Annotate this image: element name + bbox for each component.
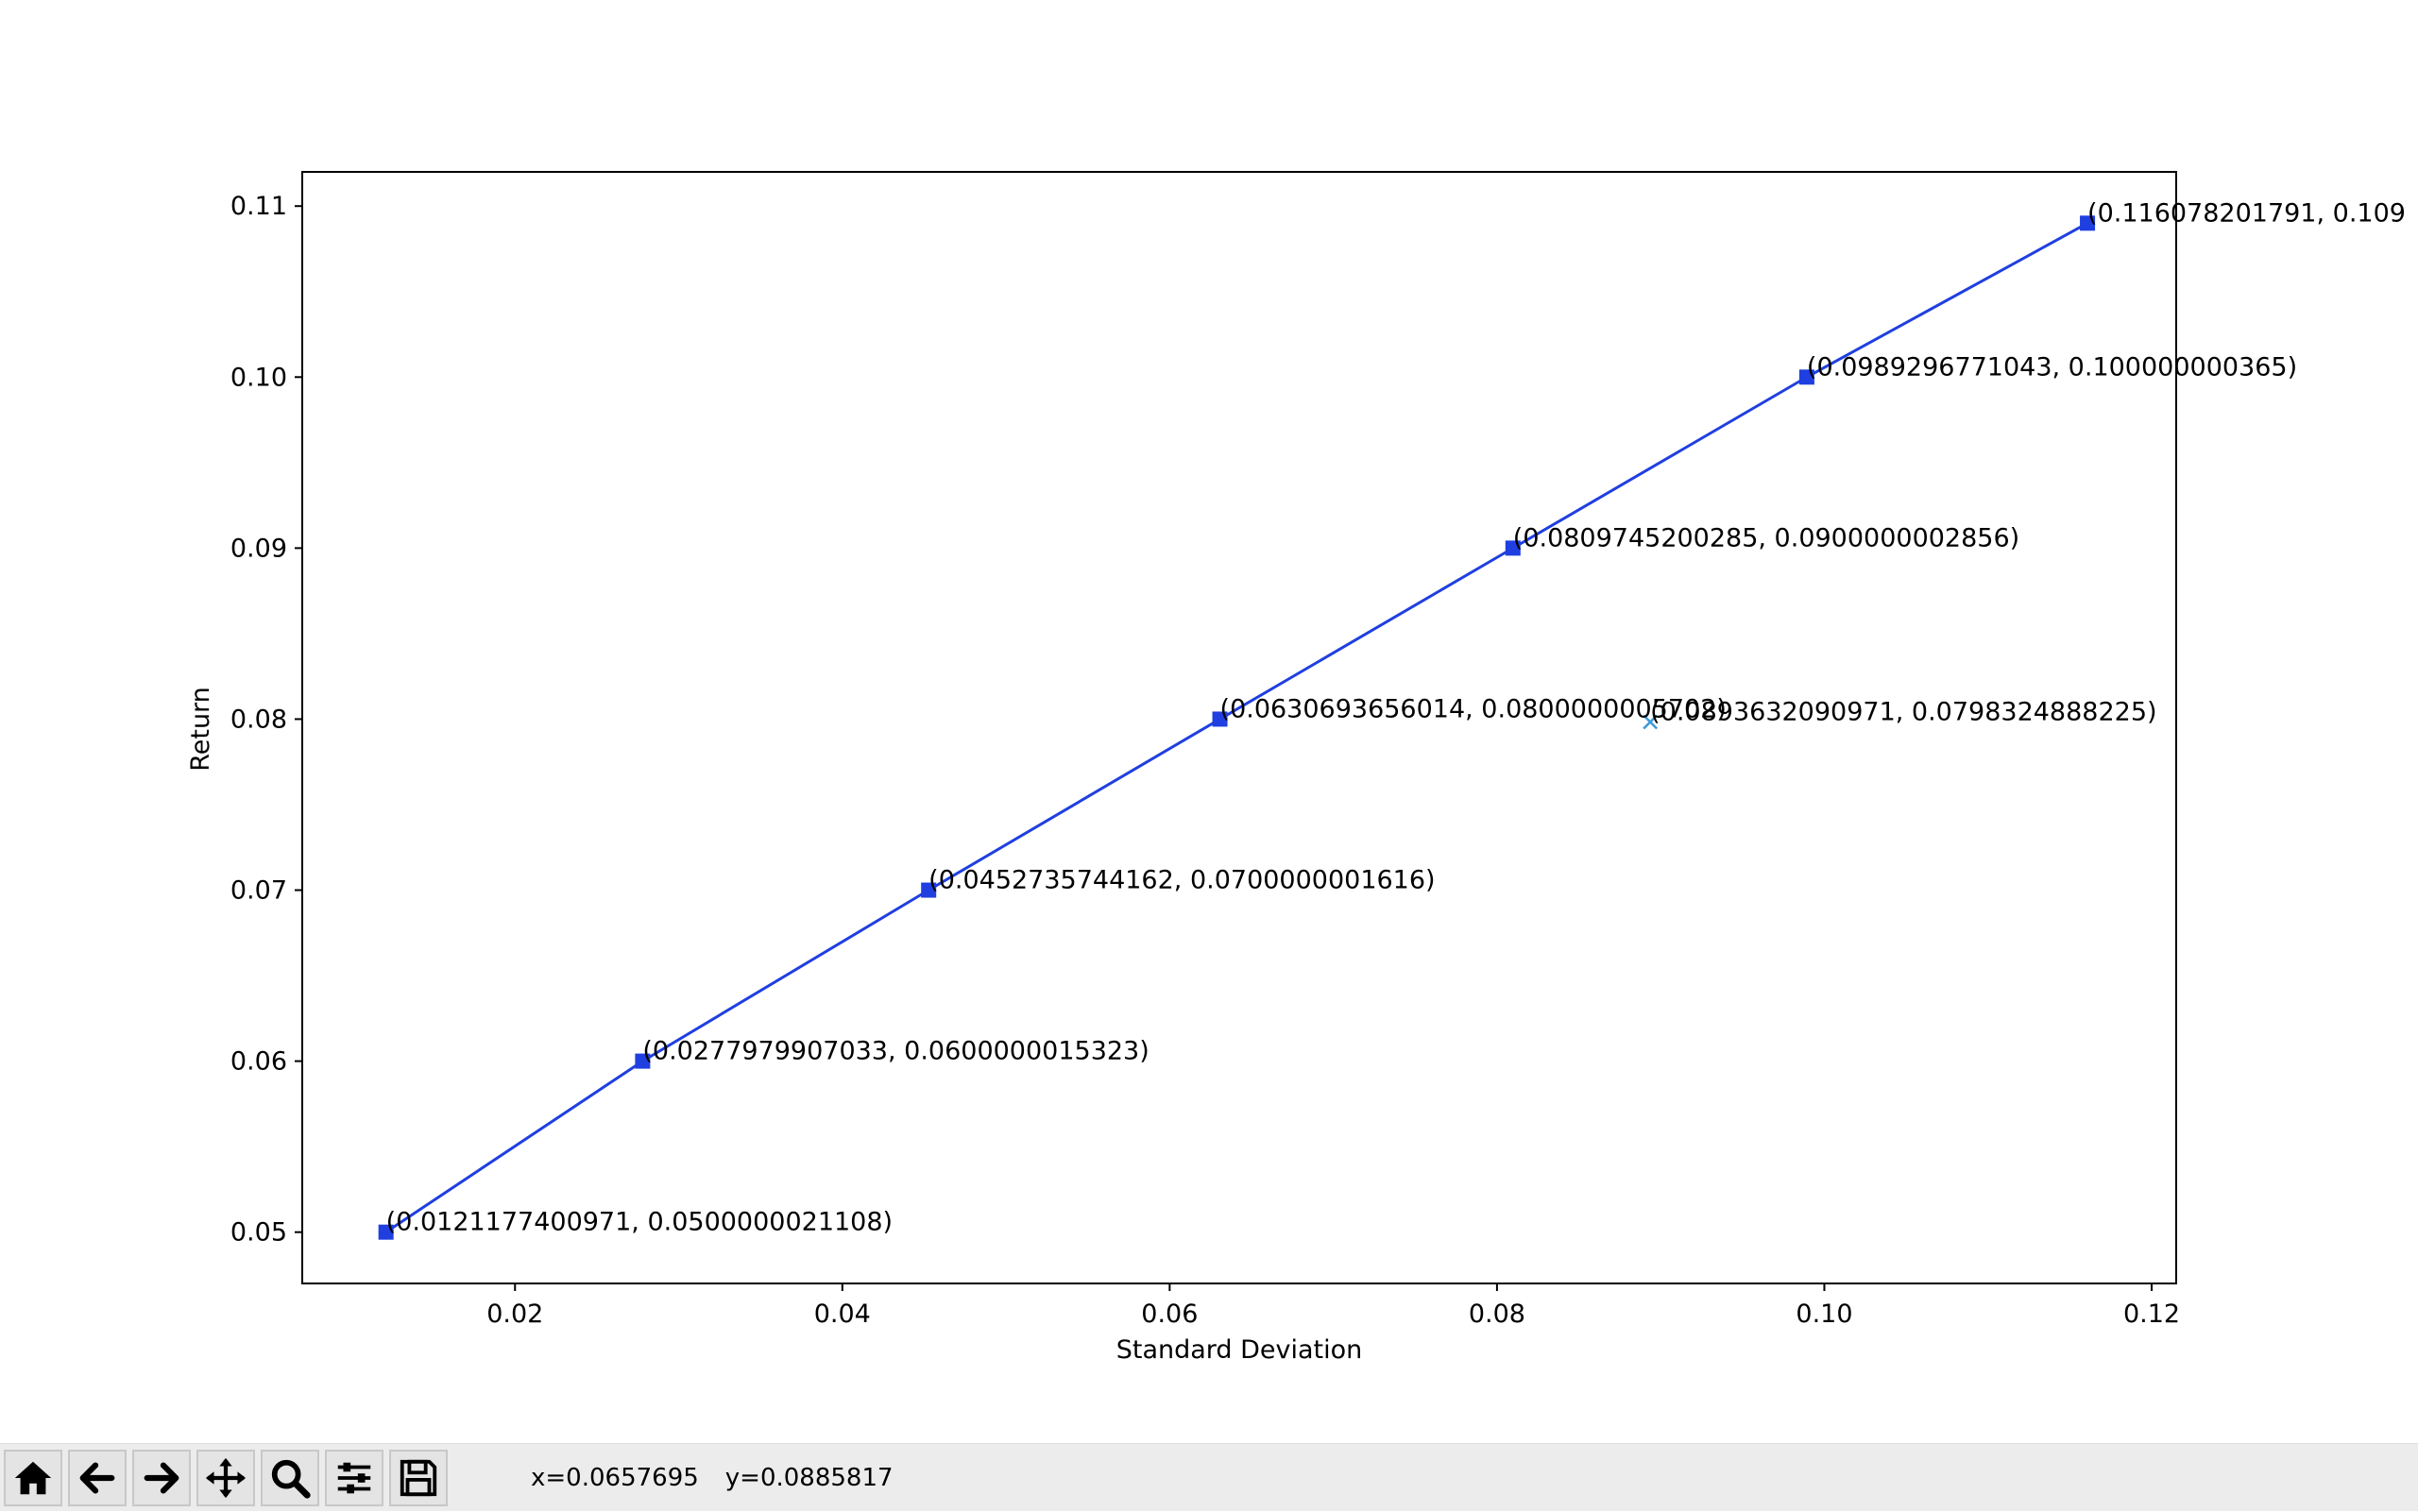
data-point-marker	[378, 1224, 394, 1240]
subplots-config-icon	[337, 1462, 371, 1494]
data-point-label: (0.0893632090971, 0.0798324888225)	[1650, 697, 2156, 726]
home-button[interactable]	[4, 1450, 62, 1506]
x-tick-label: 0.06	[1141, 1300, 1198, 1329]
y-tick-label: 0.06	[230, 1047, 287, 1077]
forward-button[interactable]	[132, 1450, 191, 1506]
x-tick-label: 0.12	[2123, 1300, 2180, 1329]
data-point-marker	[1212, 711, 1228, 727]
forward-arrow-icon	[144, 1462, 179, 1494]
y-tick-label: 0.10	[230, 363, 287, 392]
save-button[interactable]	[389, 1450, 448, 1506]
data-point-marker	[635, 1053, 651, 1069]
y-coordinate: y=0.0885817	[724, 1464, 894, 1492]
x-tick-label: 0.04	[814, 1300, 871, 1329]
pan-move-icon	[205, 1457, 247, 1499]
data-point-marker	[921, 882, 937, 898]
home-icon	[14, 1461, 52, 1495]
cursor-coordinate-readout: x=0.0657695 y=0.0885817	[531, 1444, 920, 1512]
y-axis-label: Return	[186, 687, 215, 772]
data-point-label: (0.0630693656014, 0.0800000005702)	[1220, 694, 1727, 723]
back-arrow-icon	[79, 1462, 115, 1494]
zoom-magnifier-icon	[271, 1459, 311, 1499]
data-point-label: (0.0809745200285, 0.0900000002856)	[1513, 523, 2019, 552]
y-tick-label: 0.05	[230, 1218, 287, 1248]
x-coordinate: x=0.0657695	[531, 1464, 699, 1492]
navigation-toolbar: x=0.0657695 y=0.0885817	[0, 1443, 2418, 1511]
data-labels: (0.0121177400971, 0.0500000021108) (0.027…	[386, 198, 2406, 1236]
y-tick-label: 0.07	[230, 876, 287, 906]
data-point-marker	[1798, 369, 1814, 385]
back-button[interactable]	[68, 1450, 127, 1506]
data-point-label: (0.0989296771043, 0.100000000365)	[1807, 352, 2297, 382]
axes-frame	[301, 171, 2177, 1284]
data-point-marker	[1505, 540, 1521, 556]
pan-button[interactable]	[196, 1450, 255, 1506]
data-point-marker	[2080, 215, 2096, 231]
data-point-label: (0.0277979907033, 0.0600000015323)	[642, 1037, 1149, 1066]
x-axis-label: Standard Deviation	[1116, 1335, 1363, 1365]
y-tick-label: 0.11	[230, 192, 287, 221]
x-tick-label: 0.02	[486, 1300, 543, 1329]
series-markers	[378, 215, 2096, 1240]
data-point-label: (0.0452735744162, 0.0700000001616)	[928, 866, 1435, 895]
y-tick-label: 0.08	[230, 705, 287, 734]
save-floppy-icon	[400, 1459, 437, 1497]
x-tick-label: 0.08	[1469, 1300, 1525, 1329]
x-axis-ticks: 0.02 0.04 0.06 0.08 0.10 0.12	[486, 1283, 2180, 1329]
zoom-button[interactable]	[261, 1450, 319, 1506]
data-point-label: (0.116078201791, 0.109	[2087, 198, 2406, 228]
data-point-label: (0.0121177400971, 0.0500000021108)	[386, 1208, 893, 1237]
y-tick-label: 0.09	[230, 534, 287, 563]
y-axis-ticks: 0.05 0.06 0.07 0.08 0.09 0.10 0.11	[230, 192, 302, 1248]
x-tick-label: 0.10	[1796, 1300, 1852, 1329]
configure-subplots-button[interactable]	[325, 1450, 383, 1506]
chart-plot: 0.02 0.04 0.06 0.08 0.10 0.12 0.050.060.070.0…	[186, 171, 2406, 1365]
data-point-x-marker	[1643, 714, 1659, 730]
